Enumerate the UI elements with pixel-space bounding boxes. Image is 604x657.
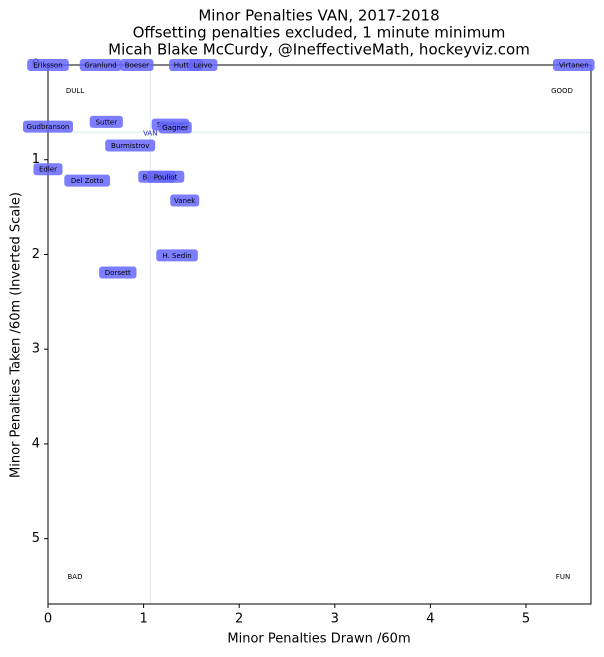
point-label: Virtanen [559,62,589,70]
point-label: Boeser [125,62,149,70]
point-label: Edler [39,166,57,174]
y-tick-label: 4 [32,436,40,451]
point-box [105,139,156,152]
point-box [170,194,200,207]
x-tick-label: 5 [522,612,530,627]
point-label: Pouliot [154,173,178,181]
point-box [23,120,73,133]
point-box [33,163,63,176]
point-label: Eriksson [33,62,62,70]
point-box [120,59,154,71]
point-label: Dorsett [105,269,131,277]
chart-credit: Micah Blake McCurdy, @IneffectiveMath, h… [108,41,530,59]
y-tick-label: 1 [32,152,40,167]
point-label: Burmistrov [111,142,149,150]
chart-subtitle: Offsetting penalties excluded, 1 minute … [133,24,506,42]
x-tick-label: 0 [44,612,52,627]
point-box [188,59,218,71]
team-label: VAN [143,129,157,137]
point-label: Gudbranson [27,123,70,131]
chart-title: Minor Penalties VAN, 2017-2018 [198,7,439,25]
point-box [146,170,185,183]
x-tick-label: 1 [139,612,147,627]
corner-label: FUN [556,573,570,581]
point-label: H. Sedin [162,252,191,260]
x-tick-label: 2 [235,612,243,627]
point-box [158,121,192,134]
point-box [99,266,137,279]
point-label: Granlund [84,62,116,70]
corner-label: GOOD [551,87,573,95]
point-box [27,59,69,71]
point-label: Leivo [194,62,212,70]
point-box [89,115,123,128]
y-tick-label: 3 [32,342,40,357]
point-box [64,174,111,187]
point-box [156,249,198,262]
point-box [79,59,122,71]
y-axis-label: Minor Penalties Taken /60m (Inverted Sca… [9,192,24,478]
x-tick-label: 4 [426,612,434,627]
x-axis-label: Minor Penalties Drawn /60m [227,632,410,647]
plot-frame [47,64,592,605]
point-box [552,59,595,71]
point-label: Gagner [162,124,188,132]
y-tick-label: 2 [32,247,40,262]
x-tick-label: 3 [331,612,339,627]
point-label: Del Zotto [71,177,104,185]
y-tick-label: 5 [32,531,40,546]
point-label: Vanek [174,197,196,205]
point-label: Hutton [174,62,198,70]
corner-label: BAD [68,573,83,581]
point-label: Sutter [96,118,118,126]
corner-label: DULL [66,87,84,95]
